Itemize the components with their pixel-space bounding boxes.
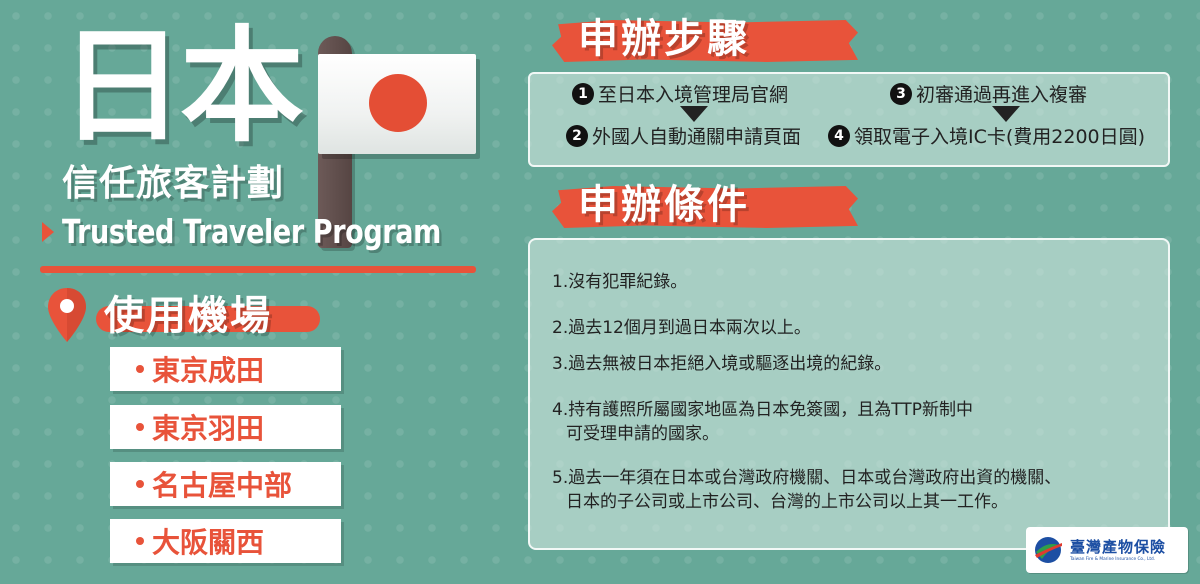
down-arrow-icon [680,106,708,122]
logo-text: 臺灣產物保險 Taiwan Fire & Marine Insurance Co… [1070,538,1170,563]
bullet-icon [136,480,144,488]
condition-4: 4.持有護照所屬國家地區為日本免簽國，且為TTP新制中 可受理申請的國家。 [552,398,973,446]
airport-label: 東京羽田 [152,412,265,445]
step-text: 初審通過再進入複審 [916,84,1088,106]
step-number-badge: 4 [828,124,850,147]
condition-line: 3.過去無被日本拒絕入境或驅逐出境的紀錄。 [552,354,892,374]
location-pin-icon [48,288,86,342]
airport-heading-banner [96,306,320,332]
step-3: 3 初審通過再進入複審 [890,80,1087,107]
airport-label: 名古屋中部 [152,469,293,502]
airport-item-narita: 東京成田 [110,347,341,391]
steps-heading-banner [552,20,858,62]
bullet-icon [136,423,144,431]
airport-label: 大阪關西 [152,526,265,559]
step-number-badge: 2 [566,124,588,147]
step-4: 4 領取電子入境IC卡(費用2200日圓) [828,122,1145,149]
logo-name-zh: 臺灣產物保險 [1070,537,1167,556]
step-number-badge: 3 [890,82,912,105]
steps-box: 1 至日本入境管理局官網 2 外國人自動通關申請頁面 3 初審通過再進入複審 4… [528,72,1170,167]
bullet-icon [136,365,144,373]
condition-line: 2.過去12個月到過日本兩次以上。 [552,318,811,338]
airport-heading: 使用機場 [104,293,272,339]
globe-logo-icon [1035,537,1062,563]
airport-item-haneda: 東京羽田 [110,405,341,449]
step-1: 1 至日本入境管理局官網 [572,80,788,107]
title-divider [40,266,476,273]
conditions-heading: 申辦條件 [578,182,750,228]
step-number-badge: 1 [572,82,594,105]
company-logo: 臺灣產物保險 Taiwan Fire & Marine Insurance Co… [1026,527,1188,573]
condition-1: 1.沒有犯罪紀錄。 [552,270,687,294]
condition-line: 4.持有護照所屬國家地區為日本免簽國，且為TTP新制中 [552,400,973,420]
triangle-marker-icon [42,222,54,242]
step-text: 外國人自動通關申請頁面 [592,126,802,148]
steps-heading: 申辦步驟 [578,16,750,62]
page-title: 日本 [60,15,304,159]
japan-flag-icon [318,54,476,154]
condition-line-cont: 日本的子公司或上市公司、台灣的上市公司以上其一工作。 [566,492,1008,512]
program-name-en: Trusted Traveler Program [62,212,441,251]
airport-item-chubu: 名古屋中部 [110,462,341,506]
condition-3: 3.過去無被日本拒絕入境或驅逐出境的紀錄。 [552,352,891,376]
condition-line: 1.沒有犯罪紀錄。 [552,272,688,292]
step-2: 2 外國人自動通關申請頁面 [566,122,801,149]
condition-5: 5.過去一年須在日本或台灣政府機關、日本或台灣政府出資的機關、 日本的子公司或上… [552,466,1061,514]
bullet-icon [136,537,144,545]
condition-line: 5.過去一年須在日本或台灣政府機關、日本或台灣政府出資的機關、 [552,468,1062,488]
condition-line-cont: 可受理申請的國家。 [566,424,719,444]
program-name-zh: 信任旅客計劃 [62,163,285,204]
step-text: 領取電子入境IC卡(費用2200日圓) [854,126,1146,148]
flag-sun [369,74,427,132]
conditions-box: 1.沒有犯罪紀錄。 2.過去12個月到過日本兩次以上。 3.過去無被日本拒絕入境… [528,238,1170,550]
airport-label: 東京成田 [152,354,265,387]
logo-name-en: Taiwan Fire & Marine Insurance Co., Ltd. [1070,556,1156,562]
step-text: 至日本入境管理局官網 [598,84,789,106]
conditions-heading-banner [552,186,858,228]
down-arrow-icon [992,106,1020,122]
airport-item-kansai: 大阪關西 [110,519,341,563]
condition-2: 2.過去12個月到過日本兩次以上。 [552,316,811,340]
